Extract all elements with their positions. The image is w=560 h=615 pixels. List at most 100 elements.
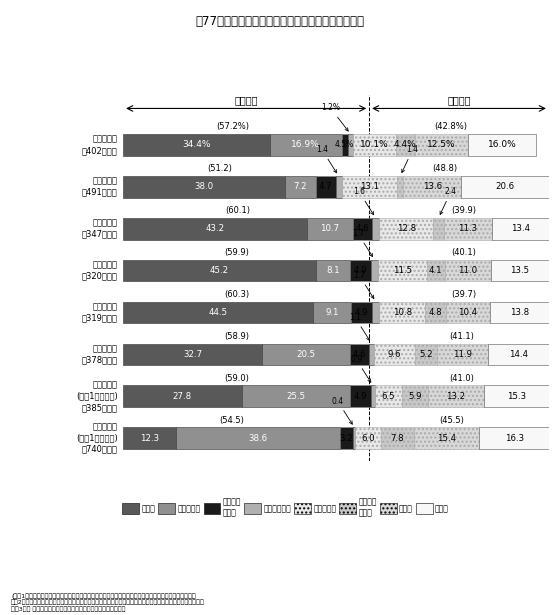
Text: (39.7): (39.7) [451,290,477,299]
Bar [123,427,175,449]
Text: 38.6: 38.6 [248,434,267,443]
Text: (41.0): (41.0) [449,374,474,383]
Text: 4.9: 4.9 [354,266,367,275]
Bar [372,218,379,240]
Text: 10.8: 10.8 [393,308,412,317]
Text: 5.2: 5.2 [419,350,433,359]
Bar [123,386,241,407]
Bar [307,218,353,240]
Text: 16.9%: 16.9% [291,140,320,149]
Text: 11.9: 11.9 [452,350,472,359]
Bar [492,218,549,240]
Text: 1.1: 1.1 [349,312,370,340]
Text: 14.4: 14.4 [508,350,528,359]
Text: 1.2%: 1.2% [321,103,348,131]
Text: 13.2: 13.2 [446,392,465,401]
Text: 11.5: 11.5 [393,266,412,275]
Text: 5.9: 5.9 [408,392,422,401]
Text: 一般財源: 一般財源 [235,95,258,106]
Text: 4.9: 4.9 [354,392,367,401]
Bar [446,301,490,323]
Bar [490,301,549,323]
Bar [263,344,349,365]
Text: 2.4: 2.4 [440,187,457,215]
Text: (60.3): (60.3) [225,290,250,299]
Text: 6.5: 6.5 [382,392,395,401]
Text: 1.7: 1.7 [353,271,374,298]
Text: 4.6: 4.6 [356,224,369,233]
Text: 4.5%: 4.5% [335,140,354,149]
Bar [374,344,415,365]
Text: (59.0): (59.0) [224,374,249,383]
Bar [371,260,378,282]
Text: (54.5): (54.5) [219,416,244,425]
Text: (45.5): (45.5) [440,416,464,425]
Bar [380,301,426,323]
Bar [415,344,437,365]
Text: 38.0: 38.0 [194,182,213,191]
Bar [491,260,549,282]
Bar [468,134,536,156]
Text: 1.4: 1.4 [402,145,419,173]
Bar [316,260,350,282]
Bar [123,301,312,323]
Bar [433,218,444,240]
Text: 16.0%: 16.0% [488,140,516,149]
Text: 1.6: 1.6 [353,187,374,215]
Legend: 地方税, 地方交付税, 地方特例
交付金, 地方譲与税等, 国庫支出金, 都道府県
支出金, 地方債, その他: 地方税, 地方交付税, 地方特例 交付金, 地方譲与税等, 国庫支出金, 都道府… [122,498,449,517]
Text: 13.6: 13.6 [423,182,442,191]
Bar [335,176,342,197]
Text: 1.7: 1.7 [352,229,372,256]
Bar [445,260,491,282]
Bar [349,344,369,365]
Bar [378,260,427,282]
Bar [353,218,372,240]
Bar [342,134,348,156]
Bar [353,427,355,449]
Bar [414,427,479,449]
Text: 13.5: 13.5 [511,266,530,275]
Bar [175,427,340,449]
Bar [396,134,415,156]
Bar [427,386,484,407]
Text: 第77図　市町村の規模別歳入決算の状況（構成比）: 第77図 市町村の規模別歳入決算の状況（構成比） [195,15,365,28]
Bar [381,427,414,449]
Text: 10.4: 10.4 [459,308,478,317]
Bar [123,134,269,156]
Text: 4.1: 4.1 [429,266,442,275]
Text: (40.1): (40.1) [451,248,476,257]
Text: 20.5: 20.5 [296,350,315,359]
Text: 4.4%: 4.4% [394,140,417,149]
Bar [397,176,403,197]
Bar [353,134,396,156]
Bar [371,386,375,407]
Text: 43.2: 43.2 [206,224,225,233]
Bar [351,301,372,323]
Text: (39.9): (39.9) [451,206,477,215]
Text: (48.8): (48.8) [433,164,458,173]
Bar [437,344,488,365]
Text: 1.4: 1.4 [316,145,337,173]
Bar [355,427,381,449]
Text: 9.6: 9.6 [388,350,401,359]
Bar [123,176,285,197]
Text: 4.8: 4.8 [429,308,442,317]
Bar [269,134,342,156]
Text: 7.8: 7.8 [390,434,404,443]
Text: 0.9: 0.9 [350,355,371,383]
Bar [379,218,433,240]
Bar [488,344,549,365]
Bar [372,301,380,323]
Text: (60.1): (60.1) [225,206,250,215]
Text: 13.1: 13.1 [360,182,379,191]
Bar [403,386,427,407]
Text: 12.3: 12.3 [140,434,159,443]
Bar [123,260,316,282]
Text: (注）1　「市町村合計」とは、大都市、中核市、特例市、中都市、小都市及び町村の単純合計額である。
　　2　「国庫支出金」には、国有提供施設等所在市町村助成交付金: (注）1 「市町村合計」とは、大都市、中核市、特例市、中都市、小都市及び町村の単… [11,593,205,612]
Text: 20.6: 20.6 [496,182,515,191]
Text: 34.4%: 34.4% [182,140,211,149]
Bar [427,260,445,282]
Text: 13.8: 13.8 [510,308,529,317]
Text: 12.5%: 12.5% [427,140,456,149]
Text: 25.5: 25.5 [286,392,305,401]
